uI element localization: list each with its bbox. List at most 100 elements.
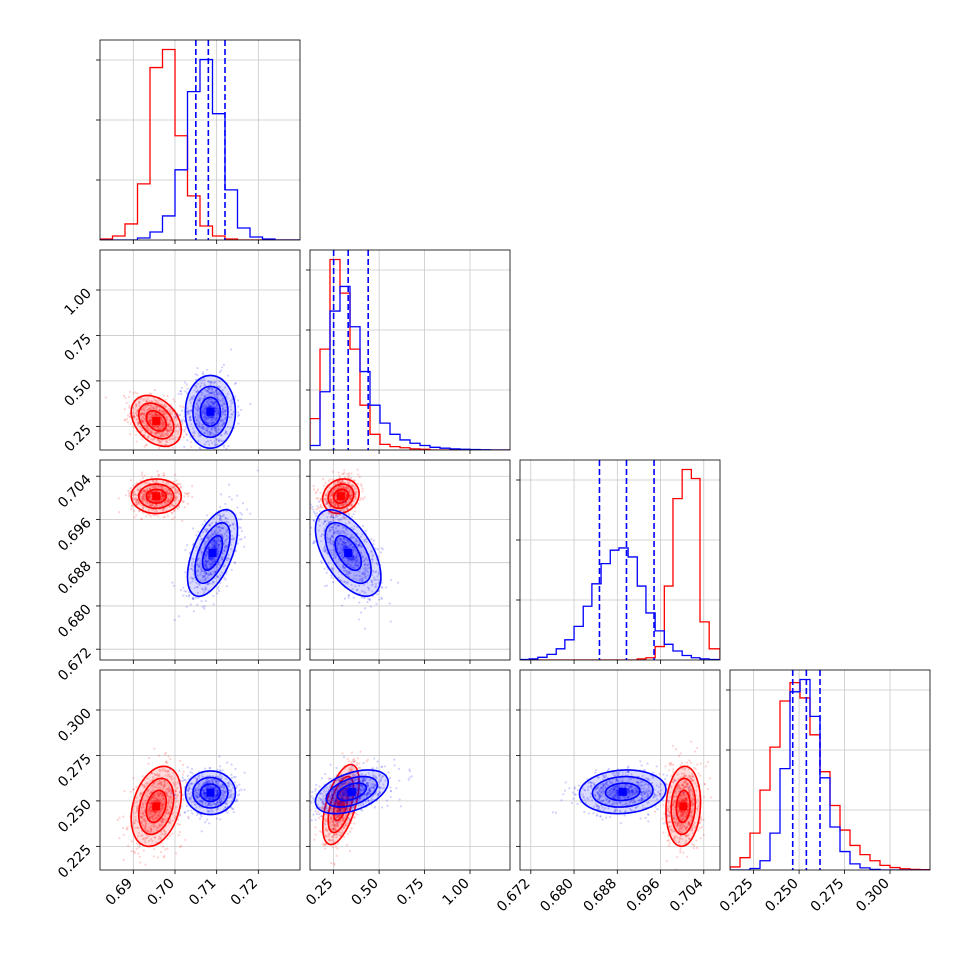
scatter-point bbox=[149, 422, 152, 425]
scatter-point bbox=[217, 409, 220, 412]
scatter-point bbox=[172, 584, 176, 587]
scatter-point bbox=[139, 487, 142, 490]
scatter-point bbox=[328, 486, 332, 490]
scatter-point bbox=[225, 537, 228, 541]
scatter-point bbox=[343, 469, 346, 472]
scatter-point bbox=[330, 568, 334, 571]
scatter-point bbox=[334, 516, 337, 519]
scatter-point bbox=[214, 795, 218, 798]
scatter-point bbox=[203, 419, 206, 422]
scatter-point bbox=[143, 786, 146, 789]
scatter-point bbox=[163, 410, 166, 413]
scatter-point bbox=[320, 540, 323, 543]
scatter-point bbox=[211, 427, 214, 430]
scatter-point bbox=[349, 564, 353, 567]
scatter-point bbox=[364, 566, 367, 569]
scatter-point bbox=[157, 474, 161, 477]
scatter-point bbox=[142, 417, 145, 420]
scatter-point bbox=[216, 411, 220, 414]
scatter-point bbox=[366, 567, 369, 570]
scatter-point bbox=[211, 402, 214, 405]
scatter-point bbox=[222, 443, 225, 447]
scatter-point bbox=[220, 493, 223, 496]
scatter-point bbox=[185, 433, 189, 436]
scatter-point bbox=[149, 464, 151, 466]
scatter-point bbox=[342, 541, 345, 545]
scatter-point bbox=[146, 777, 149, 780]
scatter-point bbox=[142, 406, 145, 410]
scatter-point bbox=[211, 389, 214, 393]
scatter-point bbox=[171, 819, 174, 822]
scatter-point bbox=[154, 426, 157, 429]
scatter-point bbox=[348, 572, 351, 575]
scatter-point bbox=[229, 796, 232, 799]
scatter-point bbox=[359, 544, 362, 548]
scatter-point bbox=[207, 380, 211, 383]
scatter-point bbox=[211, 533, 214, 536]
scatter-point bbox=[204, 559, 208, 562]
scatter-point bbox=[208, 537, 211, 540]
scatter-point bbox=[141, 412, 144, 415]
scatter-point bbox=[360, 596, 364, 599]
scatter-point bbox=[185, 781, 188, 784]
scatter-point bbox=[213, 540, 216, 543]
scatter-point bbox=[118, 511, 121, 514]
scatter-point bbox=[223, 549, 227, 552]
scatter-point bbox=[194, 406, 197, 410]
scatter-point bbox=[140, 419, 144, 422]
scatter-point bbox=[205, 567, 208, 570]
scatter-point bbox=[197, 382, 200, 385]
scatter-point bbox=[148, 826, 151, 829]
y-tick-label: 0.704 bbox=[55, 472, 95, 512]
scatter-point bbox=[162, 785, 165, 788]
scatter-point bbox=[215, 403, 219, 406]
scatter-point bbox=[215, 800, 219, 803]
scatter-point bbox=[205, 565, 208, 568]
scatter-point bbox=[175, 418, 179, 421]
scatter-point bbox=[331, 489, 335, 492]
scatter-point bbox=[184, 571, 187, 574]
scatter-point bbox=[215, 555, 219, 558]
scatter-point bbox=[157, 795, 160, 798]
scatter-point bbox=[141, 495, 144, 498]
scatter-point bbox=[149, 804, 152, 807]
scatter-point bbox=[324, 497, 327, 501]
scatter-point bbox=[236, 542, 239, 545]
scatter-point bbox=[184, 390, 187, 393]
scatter-point bbox=[204, 559, 207, 563]
scatter-point bbox=[316, 505, 319, 508]
scatter-point bbox=[218, 560, 221, 563]
scatter-point bbox=[219, 540, 222, 543]
scatter-point bbox=[207, 380, 210, 383]
scatter-point bbox=[339, 538, 342, 541]
scatter-point bbox=[150, 830, 153, 833]
scatter-point bbox=[207, 537, 210, 540]
scatter-point bbox=[189, 410, 192, 413]
scatter-point bbox=[323, 544, 327, 547]
scatter-point bbox=[349, 542, 352, 546]
scatter-point bbox=[196, 786, 200, 789]
scatter-point bbox=[378, 598, 381, 601]
scatter-point bbox=[175, 429, 178, 432]
scatter-point bbox=[190, 396, 193, 399]
scatter-point bbox=[317, 518, 320, 521]
scatter-point bbox=[215, 417, 218, 420]
scatter-point bbox=[165, 502, 168, 506]
scatter-point bbox=[341, 530, 344, 533]
scatter-point bbox=[209, 422, 213, 425]
scatter-point bbox=[143, 490, 147, 493]
scatter-point bbox=[215, 541, 218, 545]
scatter-point bbox=[159, 417, 163, 421]
scatter-point bbox=[346, 486, 350, 489]
scatter-point bbox=[134, 819, 137, 822]
scatter-point bbox=[170, 428, 173, 431]
scatter-point bbox=[167, 802, 170, 805]
scatter-point bbox=[155, 489, 159, 493]
scatter-point bbox=[360, 578, 364, 581]
scatter-point bbox=[142, 412, 145, 415]
scatter-point bbox=[357, 564, 360, 567]
scatter-point bbox=[147, 756, 151, 760]
scatter-point bbox=[151, 480, 155, 483]
scatter-point bbox=[158, 786, 162, 789]
scatter-point bbox=[312, 519, 315, 522]
